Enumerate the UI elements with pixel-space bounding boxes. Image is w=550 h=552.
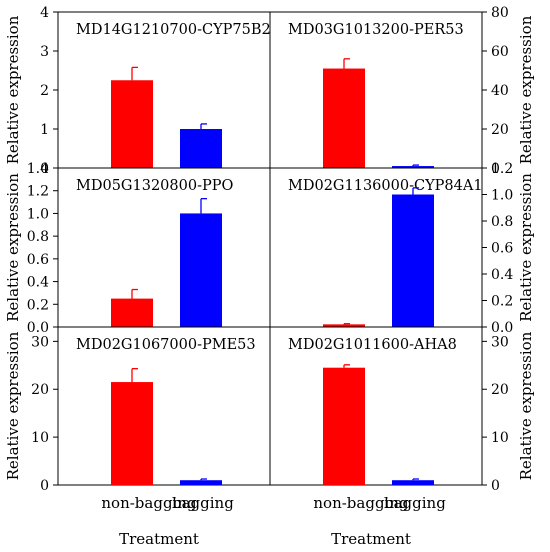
- y-tick-label: 0.6: [27, 252, 49, 268]
- y-tick-label: 30: [31, 334, 49, 350]
- y-axis-title: Relative expression: [4, 331, 22, 480]
- y-tick-label: 0.0: [491, 320, 513, 336]
- y-tick-label: 1: [40, 122, 49, 138]
- bar-non-bagging: [323, 367, 365, 485]
- panel-frame: [269, 326, 483, 486]
- bar-bagging: [392, 194, 434, 327]
- bar-non-bagging: [323, 324, 365, 327]
- y-tick-label: 0.2: [491, 294, 513, 310]
- y-tick-label: 3: [40, 44, 49, 60]
- y-axis-title: Relative expression: [517, 173, 535, 322]
- y-axis-title: Relative expression: [4, 15, 22, 164]
- y-tick-label: 0: [40, 478, 49, 494]
- bar-non-bagging: [111, 298, 153, 327]
- y-tick-label: 0: [491, 161, 500, 177]
- x-axis-title: Treatment: [119, 530, 199, 548]
- y-tick-label: 1.0: [27, 206, 49, 222]
- y-tick-label: 4: [40, 5, 49, 21]
- y-axis-title: Relative expression: [4, 173, 22, 322]
- y-tick-label: 20: [491, 382, 509, 398]
- chart-panel-6: MD02G1011600-AHA8 0 10 20 30 Relative express…: [269, 326, 535, 548]
- y-tick-label: 1.2: [491, 161, 513, 177]
- y-tick-label: 10: [31, 430, 49, 446]
- y-tick-label: 0.8: [491, 214, 513, 230]
- y-tick-label: 20: [31, 382, 49, 398]
- y-tick-label: 40: [491, 83, 509, 99]
- x-axis-title: Treatment: [331, 530, 411, 548]
- y-tick-label: 0: [40, 161, 49, 177]
- chart-panel-5: MD02G1067000-PME53 0 10 20 30 Relative expres…: [4, 326, 271, 548]
- y-tick-label: 2: [40, 83, 49, 99]
- chart-panel-1: MD14G1210700-CYP75B2 0 1 2 3 4 Relative expres…: [4, 5, 271, 177]
- panel-title: MD02G1067000-PME53: [76, 337, 256, 353]
- y-tick-label: 30: [491, 334, 509, 350]
- y-tick-label: 0.4: [27, 275, 49, 291]
- y-tick-label: 0.2: [27, 297, 49, 313]
- y-axis-title: Relative expression: [517, 15, 535, 164]
- bar-bagging: [180, 213, 222, 327]
- panel-title: MD03G1013200-PER53: [288, 22, 464, 38]
- x-tick-label: non-bagging: [101, 494, 197, 512]
- panel-title: MD02G1136000-CYP84A1: [288, 178, 483, 194]
- bar-bagging: [180, 480, 222, 485]
- y-tick-label: 0.8: [27, 229, 49, 245]
- y-tick-label: 0.4: [491, 267, 513, 283]
- y-axis-title: Relative expression: [517, 331, 535, 480]
- chart-panel-2: MD03G1013200-PER53 0 20 40 60 80 Relative expr…: [269, 5, 535, 177]
- y-tick-label: 0.0: [27, 320, 49, 336]
- panel-title: MD02G1011600-AHA8: [288, 337, 457, 353]
- y-tick-label: 60: [491, 44, 509, 60]
- x-tick-label: non-bagging: [313, 494, 409, 512]
- bar-bagging: [392, 166, 434, 168]
- bar-non-bagging: [111, 80, 153, 168]
- panel-title: MD05G1320800-PPO: [76, 178, 233, 194]
- panel-title: MD14G1210700-CYP75B2: [76, 22, 271, 38]
- y-tick-label: 1.0: [491, 188, 513, 204]
- y-tick-label: 1.4: [27, 161, 49, 177]
- y-tick-label: 20: [491, 122, 509, 138]
- y-tick-label: 10: [491, 430, 509, 446]
- chart-panel-3: MD05G1320800-PPO 0.0 0.2 0.4 0.6 0.8 1.0 1.2 1.4…: [4, 161, 271, 336]
- bar-bagging: [180, 129, 222, 168]
- y-tick-label: 0: [491, 478, 500, 494]
- bar-bagging: [392, 480, 434, 485]
- chart-panel-4: MD02G1136000-CYP84A1 0.0 0.2 0.4 0.6 0.8 1.0 1.…: [269, 161, 535, 336]
- bar-non-bagging: [111, 382, 153, 485]
- y-tick-label: 1.2: [27, 184, 49, 200]
- x-tick-label: bagging: [384, 494, 446, 512]
- y-tick-label: 0.6: [491, 241, 513, 257]
- x-tick-label: bagging: [172, 494, 234, 512]
- bar-non-bagging: [323, 68, 365, 168]
- y-tick-label: 80: [491, 5, 509, 21]
